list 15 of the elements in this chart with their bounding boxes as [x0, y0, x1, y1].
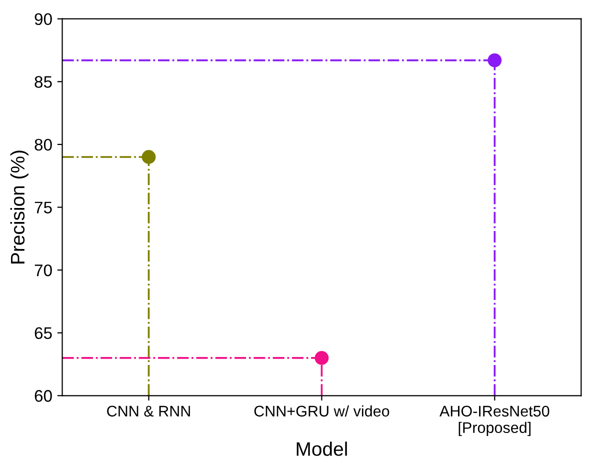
y-tick-label: 60 [34, 390, 52, 402]
y-tick-label: 85 [34, 76, 52, 88]
y-tick-label: 65 [34, 327, 52, 340]
x-tick-label: CNN & RNN [107, 406, 190, 417]
x-tick-label: CNN+GRU w/ video [254, 405, 390, 417]
y-tick-label: 90 [34, 13, 52, 26]
point [314, 351, 329, 365]
y-tick-label: 70 [34, 264, 52, 276]
point [142, 150, 156, 164]
point [488, 53, 502, 68]
y-tick-label: 75 [34, 202, 52, 214]
x-tick-label: AHO-IResNet50 [Proposed] [440, 406, 550, 436]
y-axis-title: Precision (%) [10, 150, 28, 264]
y-tick-label: 80 [34, 138, 52, 151]
x-axis-title: Model [296, 442, 347, 456]
